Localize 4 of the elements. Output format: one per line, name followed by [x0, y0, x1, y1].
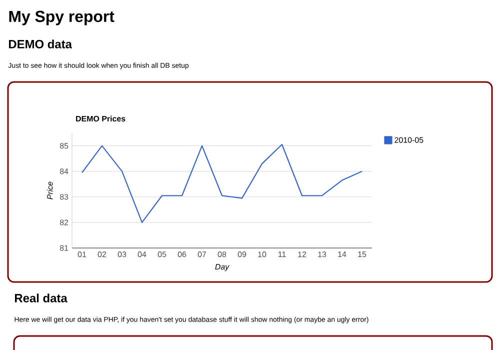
- line-series: [81, 144, 363, 223]
- text: My Spy report: [9, 10, 114, 26]
- text: DEMO data: [9, 40, 72, 48]
- text: Real data: [15, 294, 68, 302]
